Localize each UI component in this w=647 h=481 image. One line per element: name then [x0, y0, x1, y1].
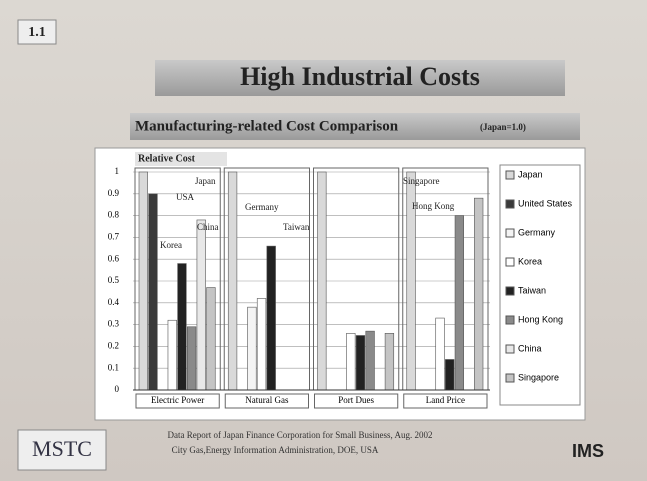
x-tick-label: Natural Gas [245, 395, 289, 405]
bar [149, 194, 158, 390]
x-tick-label: Port Dues [338, 395, 374, 405]
y-axis-label: Relative Cost [138, 153, 196, 164]
y-tick-label: 1 [115, 166, 120, 176]
bar [197, 220, 206, 390]
bar [474, 198, 483, 390]
annotation: Singapore [403, 176, 440, 186]
legend-swatch [506, 229, 514, 237]
bar [318, 172, 327, 390]
legend-swatch [506, 316, 514, 324]
annotation: Germany [245, 202, 279, 212]
legend-swatch [506, 258, 514, 266]
bar [139, 172, 148, 390]
legend-label: China [518, 343, 542, 353]
legend-swatch [506, 374, 514, 382]
annotation: China [197, 222, 219, 232]
bar [257, 298, 266, 390]
bar [385, 333, 394, 390]
y-tick-label: 0.2 [108, 340, 119, 350]
bar [178, 264, 187, 390]
subtitle-note: (Japan=1.0) [480, 122, 526, 132]
bar [455, 216, 464, 390]
legend-label: Taiwan [518, 285, 546, 295]
source-line: City Gas,Energy Information Administrati… [172, 445, 379, 455]
bar [207, 288, 216, 390]
title: High Industrial Costs [240, 62, 480, 91]
bar [267, 246, 276, 390]
x-tick-label: Electric Power [151, 395, 204, 405]
y-tick-label: 0.8 [108, 210, 120, 220]
source-line: Data Report of Japan Finance Corporation… [168, 430, 433, 440]
y-tick-label: 0.6 [108, 253, 120, 263]
y-tick-label: 0.4 [108, 297, 120, 307]
annotation: Korea [160, 240, 182, 250]
annotation: Taiwan [283, 222, 310, 232]
y-tick-label: 0.5 [108, 275, 120, 285]
y-tick-label: 0.1 [108, 362, 119, 372]
y-tick-label: 0 [115, 384, 120, 394]
annotation: Japan [195, 176, 216, 186]
slide: 1.1 High Industrial Costs Manufacturing-… [0, 0, 647, 481]
page: {"slide_number": "1.1", "chart_data": {"… [0, 0, 647, 481]
bar [187, 327, 196, 390]
legend-label: Hong Kong [518, 314, 563, 324]
legend-swatch [506, 287, 514, 295]
bar [366, 331, 375, 390]
annotation: USA [176, 192, 195, 202]
slide-number: 1.1 [28, 25, 46, 40]
subtitle: Manufacturing-related Cost Comparison [135, 118, 399, 134]
y-tick-label: 0.9 [108, 188, 120, 198]
y-tick-label: 0.7 [108, 231, 120, 241]
x-tick-label: Land Price [426, 395, 465, 405]
legend-swatch [506, 171, 514, 179]
legend-swatch [506, 200, 514, 208]
legend-label: United States [518, 198, 573, 208]
bar [168, 320, 177, 390]
bar [356, 336, 365, 391]
legend-label: Japan [518, 169, 543, 179]
annotation: Hong Kong [412, 201, 455, 211]
legend-label: Germany [518, 227, 556, 237]
bar [248, 307, 257, 390]
legend-swatch [506, 345, 514, 353]
bar [436, 318, 445, 390]
logo-mstc: MSTC [32, 436, 92, 461]
bar [445, 359, 454, 390]
bar [228, 172, 237, 390]
legend-label: Korea [518, 256, 542, 266]
logo-ims: IMS [572, 441, 604, 461]
bar [346, 333, 355, 390]
y-tick-label: 0.3 [108, 319, 120, 329]
legend-label: Singapore [518, 372, 559, 382]
